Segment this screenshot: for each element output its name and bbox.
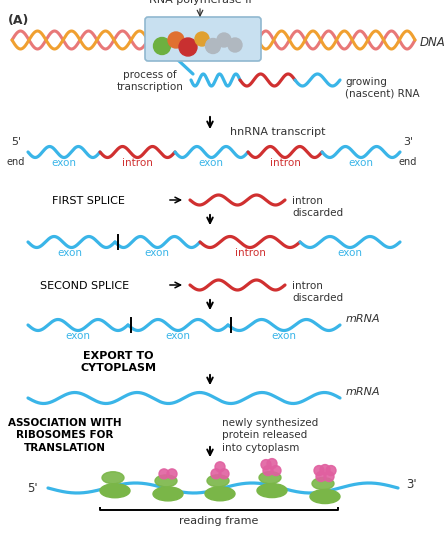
Text: exon: exon [166,331,190,341]
Ellipse shape [205,487,235,501]
Ellipse shape [310,489,340,504]
Text: end: end [7,157,25,167]
Circle shape [167,469,177,479]
Text: SECOND SPLICE: SECOND SPLICE [40,281,129,291]
Text: mRNA: mRNA [346,387,381,397]
Circle shape [228,38,242,52]
Text: intron
discarded: intron discarded [292,281,343,302]
Circle shape [314,466,324,476]
Text: FIRST SPLICE: FIRST SPLICE [52,196,125,206]
Circle shape [211,469,221,479]
Text: exon: exon [66,331,91,341]
Circle shape [219,469,229,479]
Text: mRNA: mRNA [346,314,381,324]
Circle shape [168,32,184,48]
Ellipse shape [257,483,287,498]
Text: hnRNA transcript: hnRNA transcript [230,127,326,137]
Circle shape [215,462,225,472]
Circle shape [217,33,231,47]
Circle shape [179,38,197,56]
Ellipse shape [207,475,229,487]
Text: (A): (A) [8,14,29,27]
Ellipse shape [155,475,177,487]
Text: reading frame: reading frame [179,516,259,526]
Ellipse shape [102,472,124,484]
Text: process of
transcription: process of transcription [117,70,183,92]
FancyBboxPatch shape [145,17,261,61]
Text: exon: exon [349,158,373,168]
Circle shape [267,459,277,469]
Text: intron: intron [122,158,152,168]
Text: RNA polymerase II: RNA polymerase II [149,0,251,5]
Ellipse shape [153,487,183,501]
Text: ASSOCIATION WITH
RIBOSOMES FOR
TRANSLATION: ASSOCIATION WITH RIBOSOMES FOR TRANSLATI… [8,418,122,453]
Ellipse shape [312,477,334,489]
Ellipse shape [100,484,130,498]
Circle shape [154,37,170,54]
Ellipse shape [259,472,281,483]
Circle shape [320,465,330,475]
Text: exon: exon [144,248,170,258]
Circle shape [261,460,271,470]
Text: 5': 5' [28,482,38,494]
Text: newly synthesized
protein released
into cytoplasm: newly synthesized protein released into … [222,418,318,453]
Text: 5': 5' [11,137,21,147]
Text: intron
discarded: intron discarded [292,196,343,218]
Circle shape [326,466,336,476]
Text: growing
(nascent) RNA: growing (nascent) RNA [345,77,420,99]
Text: end: end [399,157,417,167]
Text: exon: exon [58,248,83,258]
Text: EXPORT TO
CYTOPLASM: EXPORT TO CYTOPLASM [80,351,156,373]
Circle shape [263,466,273,476]
Text: intron: intron [270,158,301,168]
Text: exon: exon [198,158,223,168]
Circle shape [206,38,221,54]
Circle shape [316,471,326,482]
Text: 3': 3' [403,137,413,147]
Circle shape [271,466,281,476]
Circle shape [159,469,169,479]
Text: 3': 3' [406,477,416,490]
Circle shape [324,471,334,482]
Text: exon: exon [52,158,76,168]
Text: DNA: DNA [420,36,444,49]
Circle shape [195,32,209,46]
Text: intron: intron [234,248,266,258]
Text: exon: exon [271,331,297,341]
Text: exon: exon [337,248,362,258]
